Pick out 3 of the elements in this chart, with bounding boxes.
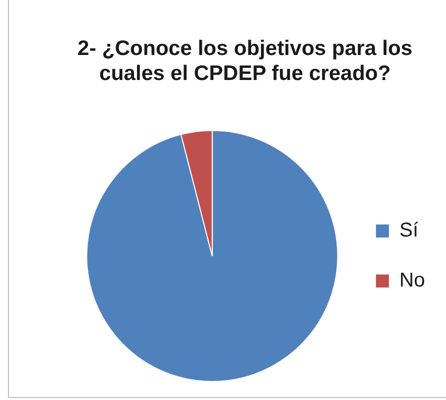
chart-title: 2- ¿Conoce los objetivos para los cuales el CPDEP fue creado?: [76, 36, 414, 86]
legend-label: Sí: [399, 220, 419, 242]
legend-label: No: [399, 270, 426, 292]
